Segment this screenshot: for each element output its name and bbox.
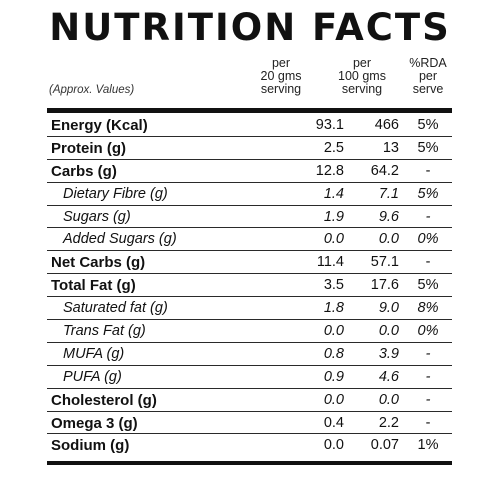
col-header-per-20g-line3: serving bbox=[260, 82, 302, 96]
per-100g-value: 466 bbox=[374, 117, 399, 133]
col-header-rda-line1: %RDA bbox=[409, 56, 447, 70]
col-header-per-20g-line1: per bbox=[271, 56, 291, 70]
approx-values-note: (Approx. Values) bbox=[49, 84, 135, 96]
rda-value: 0% bbox=[417, 323, 439, 340]
per-100g-value: 13 bbox=[382, 139, 399, 156]
nutrition-table: Energy (Kcal) 93.1 466 5% Protein (g) 2.5 13 5%… bbox=[47, 114, 452, 457]
table-row: Trans Fat (g) 0.0 0.0 0% bbox=[47, 320, 452, 343]
per-20g-value: 2.5 bbox=[323, 139, 344, 156]
row-label: Energy (Kcal) bbox=[51, 117, 148, 134]
col-header-rda: %RDA per serve bbox=[402, 57, 454, 96]
per-100g-value: 9.0 bbox=[378, 300, 399, 317]
table-row: Sugars (g) 1.9 9.6 - bbox=[47, 206, 452, 229]
per-20g-value: 1.8 bbox=[323, 300, 344, 317]
rda-value: 8% bbox=[417, 300, 439, 317]
rda-value: 5% bbox=[417, 277, 439, 294]
rda-value: - bbox=[425, 162, 431, 179]
table-row: Sodium (g) 0.0 0.07 1% bbox=[47, 434, 452, 457]
col-header-per-100g-line3: serving bbox=[341, 82, 383, 96]
per-20g-value: 12.8 bbox=[315, 162, 344, 179]
row-label: Protein (g) bbox=[51, 139, 126, 157]
col-header-rda-line2: per bbox=[418, 69, 438, 83]
col-header-per-100g-line2: 100 gms bbox=[338, 69, 386, 83]
per-100g-value: 7.1 bbox=[378, 185, 399, 202]
per-20g-value: 93.1 bbox=[315, 117, 344, 133]
rda-value: 0% bbox=[417, 231, 439, 248]
rda-value: 1% bbox=[417, 437, 439, 454]
col-header-rda-line3: serve bbox=[412, 82, 444, 96]
table-row: Dietary Fibre (g) 1.4 7.1 5% bbox=[47, 183, 452, 206]
per-20g-value: 0.0 bbox=[323, 323, 344, 340]
per-100g-value: 2.2 bbox=[378, 414, 399, 431]
per-100g-value: 3.9 bbox=[378, 345, 399, 362]
col-header-per-100g-line1: per bbox=[352, 56, 372, 70]
col-header-per-20g-line2: 20 gms bbox=[260, 69, 302, 83]
per-100g-value: 0.0 bbox=[378, 391, 399, 408]
table-row: Total Fat (g) 3.5 17.6 5% bbox=[47, 274, 452, 298]
row-label: Omega 3 (g) bbox=[51, 414, 138, 432]
per-20g-value: 0.0 bbox=[323, 437, 344, 454]
row-label: Trans Fat (g) bbox=[63, 323, 146, 340]
per-20g-value: 0.9 bbox=[323, 368, 344, 385]
row-label: Sodium (g) bbox=[51, 437, 130, 455]
row-label: Carbs (g) bbox=[51, 162, 117, 180]
per-100g-value: 9.6 bbox=[378, 208, 399, 225]
per-20g-value: 1.4 bbox=[323, 185, 344, 202]
table-row: Energy (Kcal) 93.1 466 5% bbox=[47, 114, 452, 137]
page-title: NUTRITION FACTS bbox=[49, 6, 451, 49]
per-100g-value: 4.6 bbox=[378, 368, 399, 385]
per-20g-value: 1.9 bbox=[323, 208, 344, 225]
table-row: Net Carbs (g) 11.4 57.1 - bbox=[47, 251, 452, 275]
row-label: Sugars (g) bbox=[63, 208, 131, 225]
row-label: Net Carbs (g) bbox=[51, 254, 146, 272]
table-row: Saturated fat (g) 1.8 9.0 8% bbox=[47, 297, 452, 321]
row-label: PUFA (g) bbox=[63, 368, 122, 385]
per-100g-value: 0.0 bbox=[378, 323, 399, 340]
rda-value: - bbox=[425, 391, 431, 408]
rda-value: 5% bbox=[417, 139, 439, 156]
per-20g-value: 0.8 bbox=[323, 345, 344, 362]
rda-value: - bbox=[425, 254, 431, 271]
rda-value: - bbox=[425, 368, 431, 385]
rda-value: - bbox=[425, 414, 431, 431]
table-row: Omega 3 (g) 0.4 2.2 - bbox=[47, 412, 452, 435]
rda-value: 5% bbox=[417, 117, 439, 133]
per-20g-value: 0.0 bbox=[323, 231, 344, 248]
table-row: Carbs (g) 12.8 64.2 - bbox=[47, 160, 452, 183]
row-label: Cholesterol (g) bbox=[51, 391, 157, 409]
header-divider bbox=[47, 108, 452, 113]
rda-value: - bbox=[425, 208, 431, 225]
per-100g-value: 0.0 bbox=[378, 231, 399, 248]
per-100g-value: 64.2 bbox=[370, 162, 399, 179]
table-row: PUFA (g) 0.9 4.6 - bbox=[47, 366, 452, 389]
col-header-per-100g: per 100 gms serving bbox=[329, 57, 395, 96]
row-label: Added Sugars (g) bbox=[63, 231, 177, 248]
row-label: Dietary Fibre (g) bbox=[63, 185, 168, 202]
table-row: Protein (g) 2.5 13 5% bbox=[47, 137, 452, 160]
rda-value: 5% bbox=[417, 185, 439, 202]
row-label: Saturated fat (g) bbox=[63, 300, 168, 317]
rda-value: - bbox=[425, 345, 431, 362]
per-20g-value: 11.4 bbox=[316, 254, 344, 271]
table-row: Cholesterol (g) 0.0 0.0 - bbox=[47, 389, 452, 412]
col-header-per-20g: per 20 gms serving bbox=[248, 57, 314, 96]
table-row: Added Sugars (g) 0.0 0.0 0% bbox=[47, 228, 452, 252]
per-20g-value: 0.4 bbox=[323, 414, 344, 431]
per-20g-value: 3.5 bbox=[323, 277, 344, 294]
per-100g-value: 57.1 bbox=[370, 254, 399, 271]
table-row: MUFA (g) 0.8 3.9 - bbox=[47, 343, 452, 366]
per-100g-value: 17.6 bbox=[370, 277, 399, 294]
per-100g-value: 0.07 bbox=[370, 437, 399, 454]
per-20g-value: 0.0 bbox=[323, 391, 344, 408]
row-label: Total Fat (g) bbox=[51, 277, 136, 295]
row-label: MUFA (g) bbox=[63, 345, 125, 362]
bottom-divider bbox=[47, 461, 452, 465]
